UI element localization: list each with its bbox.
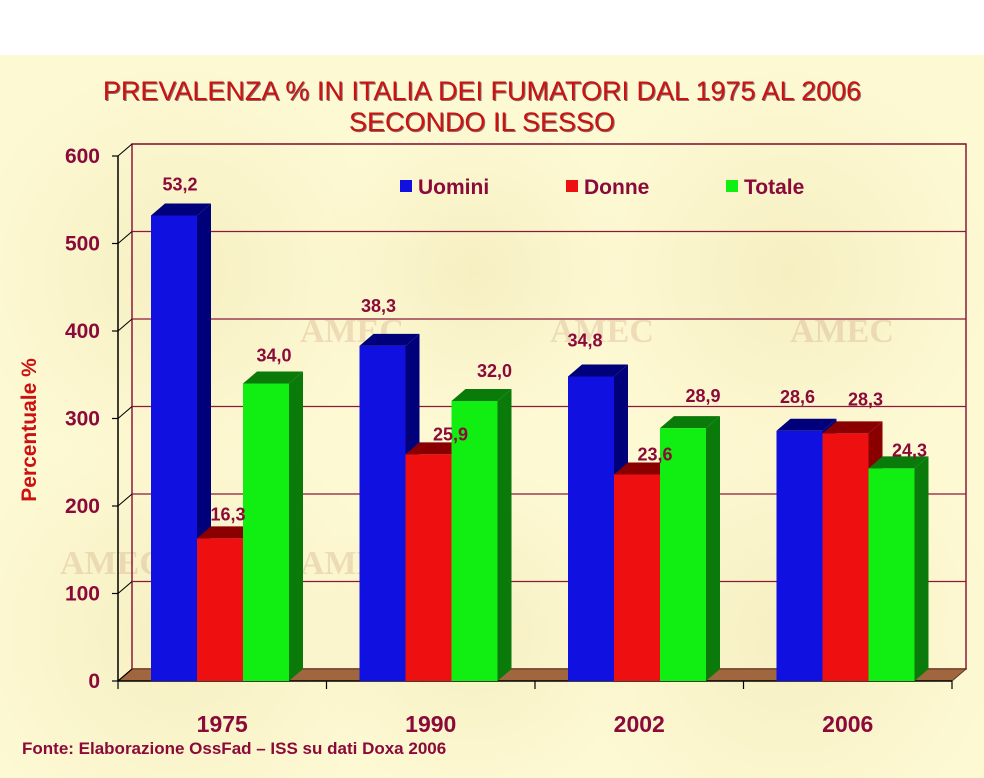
bar-top-uomini	[776, 418, 837, 431]
bar-uomini	[568, 376, 614, 681]
legend-label-totale: Totale	[744, 176, 804, 199]
bar-top-donne	[822, 421, 883, 434]
y-tick-label: 500	[65, 233, 100, 256]
source-note: Fonte: Elaborazione OssFad – ISS su dati…	[22, 739, 447, 758]
data-label: 34,8	[567, 331, 602, 351]
bar-side-totale	[289, 371, 303, 681]
bar-side-totale	[497, 389, 512, 681]
y-tick-depth	[117, 406, 133, 419]
y-tick-label: 600	[65, 145, 100, 168]
bar-uomini	[359, 345, 406, 681]
data-label: 28,3	[848, 389, 883, 409]
legend-swatch-totale	[726, 180, 738, 192]
bar-side-totale	[914, 456, 929, 681]
bar-top-donne	[197, 526, 257, 539]
bar-top-totale	[868, 456, 929, 469]
chart-title: PREVALENZA % IN ITALIA DEI FUMATORI DAL …	[0, 76, 964, 138]
bar-top-totale	[243, 371, 303, 384]
y-tick-depth	[117, 668, 133, 682]
bar-totale	[868, 468, 915, 681]
y-tick-depth	[117, 318, 133, 332]
y-axis-label: Percentuale %	[18, 358, 41, 502]
data-label: 25,9	[433, 424, 468, 444]
x-tick-label: 2002	[614, 711, 665, 737]
data-label: 23,6	[637, 445, 672, 465]
bar-top-donne	[614, 462, 674, 475]
y-tick-depth	[117, 493, 133, 507]
y-tick-label: 400	[65, 320, 100, 343]
data-label: 38,3	[361, 296, 396, 316]
legend-swatch-uomini	[400, 180, 412, 192]
data-label: 28,9	[685, 386, 720, 406]
x-tick-label: 1990	[405, 711, 456, 737]
y-tick-depth	[117, 143, 133, 157]
bar-donne	[822, 433, 869, 681]
data-label: 32,0	[477, 361, 512, 381]
bar-top-uomini	[359, 333, 420, 346]
y-tick-label: 300	[65, 408, 100, 431]
bar-donne	[405, 454, 452, 681]
y-tick-depth	[117, 581, 133, 594]
legend-label-uomini: Uomini	[418, 176, 489, 199]
x-tick-label: 2006	[822, 711, 873, 737]
bar-uomini	[776, 430, 823, 681]
bar-totale	[451, 401, 498, 681]
y-tick-depth	[117, 231, 133, 244]
bar-top-uomini	[151, 203, 211, 216]
legend-label-donne: Donne	[584, 176, 649, 199]
bar-totale	[243, 383, 289, 681]
bar-top-donne	[405, 442, 466, 455]
bar-side-totale	[706, 416, 720, 681]
bar-top-totale	[660, 416, 720, 429]
chart-title-line-1: PREVALENZA % IN ITALIA DEI FUMATORI DAL …	[102, 76, 862, 106]
data-label: 34,0	[256, 346, 291, 366]
bar-top-totale	[451, 389, 512, 401]
bar-totale	[660, 428, 706, 681]
x-tick-label: 1975	[197, 711, 248, 737]
y-tick-label: 0	[88, 670, 100, 693]
legend-swatch-donne	[566, 180, 578, 192]
data-label: 16,3	[210, 504, 245, 524]
header-band	[0, 0, 984, 55]
chart-title-line-2: SECONDO IL SESSO	[348, 107, 616, 137]
y-tick-label: 100	[65, 583, 100, 606]
data-label: 28,6	[780, 387, 815, 407]
bar-top-uomini	[568, 364, 628, 377]
y-tick-label: 200	[65, 495, 100, 518]
bar-uomini	[151, 215, 197, 681]
data-label: 53,2	[162, 175, 197, 195]
bar-donne	[197, 538, 243, 681]
watermark-text: AMEC	[60, 545, 164, 582]
data-label: 24,3	[892, 440, 927, 460]
bar-donne	[614, 474, 660, 681]
